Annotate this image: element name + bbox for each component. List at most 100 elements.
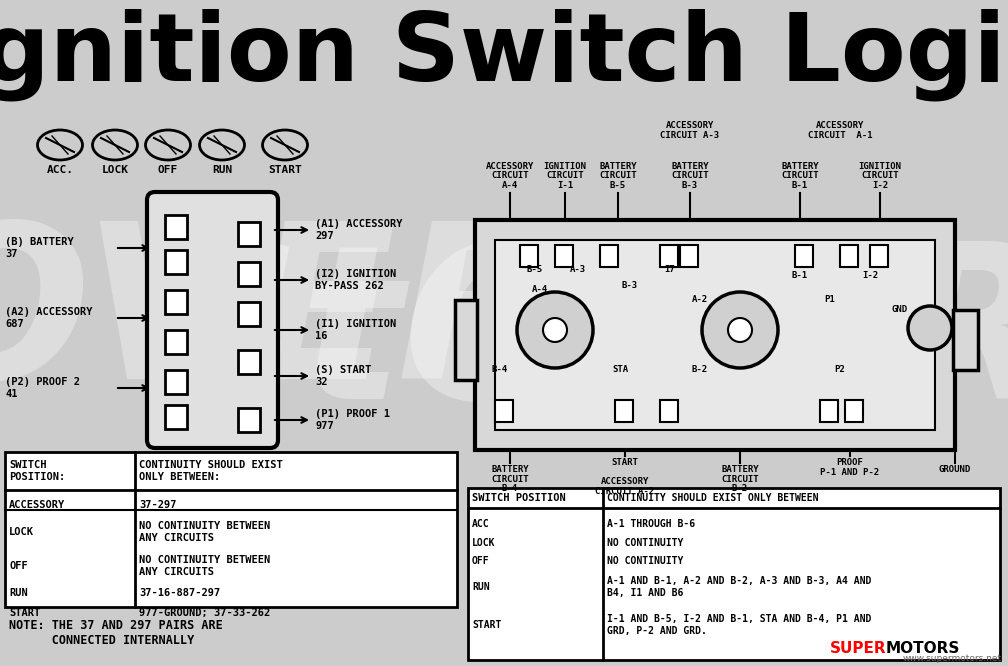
Text: CONTINUITY SHOULD EXIST
ONLY BETWEEN:: CONTINUITY SHOULD EXIST ONLY BETWEEN: xyxy=(139,460,283,482)
Text: BATTERY
CIRCUIT
B-3: BATTERY CIRCUIT B-3 xyxy=(671,162,709,190)
Bar xyxy=(495,240,935,430)
Text: CONTINUITY SHOULD EXIST ONLY BETWEEN: CONTINUITY SHOULD EXIST ONLY BETWEEN xyxy=(607,493,818,503)
Bar xyxy=(495,400,513,422)
Bar xyxy=(840,245,858,267)
Text: A-1 AND B-1, A-2 AND B-2, A-3 AND B-3, A4 AND
B4, I1 AND B6: A-1 AND B-1, A-2 AND B-2, A-3 AND B-3, A… xyxy=(607,576,871,598)
Bar xyxy=(238,222,260,246)
Bar xyxy=(165,290,187,314)
Text: BATTERY
CIRCUIT
B-5: BATTERY CIRCUIT B-5 xyxy=(599,162,637,190)
Text: MOTORS: MOTORS xyxy=(886,641,961,656)
Bar xyxy=(660,245,678,267)
Text: OFF: OFF xyxy=(158,165,178,175)
Text: BATTERY
CIRCUIT
B-4: BATTERY CIRCUIT B-4 xyxy=(491,465,529,494)
Bar xyxy=(238,262,260,286)
Bar xyxy=(165,250,187,274)
Text: PROOF
P-1 AND P-2: PROOF P-1 AND P-2 xyxy=(821,458,880,477)
Text: START: START xyxy=(472,620,501,630)
Bar xyxy=(615,400,633,422)
Circle shape xyxy=(728,318,752,342)
Bar xyxy=(468,488,1000,660)
Text: RUN: RUN xyxy=(212,165,232,175)
Bar xyxy=(680,245,698,267)
Text: www.supermotors.net: www.supermotors.net xyxy=(903,654,1002,663)
Text: RUN: RUN xyxy=(9,588,28,598)
Text: SWITCH
POSITION:: SWITCH POSITION: xyxy=(9,460,66,482)
Text: START: START xyxy=(268,165,301,175)
Text: (I1) IGNITION
16: (I1) IGNITION 16 xyxy=(314,319,396,341)
Text: I-1 AND B-5, I-2 AND B-1, STA AND B-4, P1 AND
GRD, P-2 AND GRD.: I-1 AND B-5, I-2 AND B-1, STA AND B-4, P… xyxy=(607,614,871,636)
Text: A-3: A-3 xyxy=(570,266,586,274)
Text: B-1: B-1 xyxy=(792,270,808,280)
Bar xyxy=(165,215,187,239)
Text: NO CONTINUITY BETWEEN
ANY CIRCUITS: NO CONTINUITY BETWEEN ANY CIRCUITS xyxy=(139,555,270,577)
Bar xyxy=(660,400,678,422)
Bar xyxy=(953,310,978,370)
Circle shape xyxy=(517,292,593,368)
Text: NOTE: THE 37 AND 297 PAIRS ARE
      CONNECTED INTERNALLY: NOTE: THE 37 AND 297 PAIRS ARE CONNECTED… xyxy=(9,619,223,647)
Text: OFF: OFF xyxy=(472,555,490,565)
Text: P1: P1 xyxy=(825,296,836,304)
Text: LOCK: LOCK xyxy=(9,527,34,537)
Text: (B) BATTERY
37: (B) BATTERY 37 xyxy=(5,237,74,259)
Bar xyxy=(455,300,477,380)
Bar xyxy=(238,302,260,326)
Text: ACCESSORY
CIRCUIT A-3: ACCESSORY CIRCUIT A-3 xyxy=(660,121,720,140)
Text: B-2: B-2 xyxy=(691,366,708,374)
Text: ACCESSORY
CIRCUIT  A-1: ACCESSORY CIRCUIT A-1 xyxy=(807,121,872,140)
Bar xyxy=(5,452,457,607)
Text: B-5: B-5 xyxy=(527,266,543,274)
Text: 37-297: 37-297 xyxy=(139,500,176,510)
Text: (P1) PROOF 1
977: (P1) PROOF 1 977 xyxy=(314,409,390,431)
Text: (S) START
32: (S) START 32 xyxy=(314,365,371,387)
Bar xyxy=(520,245,538,267)
Text: ACCESSORY: ACCESSORY xyxy=(9,500,66,510)
Text: LOCK: LOCK xyxy=(102,165,128,175)
Text: ACC.: ACC. xyxy=(46,165,74,175)
Text: A-4: A-4 xyxy=(532,286,548,294)
Text: BATTERY
CIRCUIT
B-2: BATTERY CIRCUIT B-2 xyxy=(721,465,759,494)
Circle shape xyxy=(543,318,566,342)
Text: (P2) PROOF 2
41: (P2) PROOF 2 41 xyxy=(5,377,80,399)
Circle shape xyxy=(908,306,952,350)
Text: NO CONTINUITY: NO CONTINUITY xyxy=(607,555,683,565)
Text: GND: GND xyxy=(892,306,908,314)
Text: StOVERS: StOVERS xyxy=(0,216,719,424)
Text: I7: I7 xyxy=(664,266,675,274)
Text: A-1 THROUGH B-6: A-1 THROUGH B-6 xyxy=(607,519,696,529)
Text: A-2: A-2 xyxy=(691,296,708,304)
Text: Ignition Switch Logic: Ignition Switch Logic xyxy=(0,9,1008,101)
Text: ACCESSORY
CIRCUIT
A-4: ACCESSORY CIRCUIT A-4 xyxy=(486,162,534,190)
Text: NO CONTINUITY BETWEEN
ANY CIRCUITS: NO CONTINUITY BETWEEN ANY CIRCUITS xyxy=(139,521,270,543)
Bar xyxy=(238,350,260,374)
Text: START

ACCESSORY
CIRCUIT A-2: START ACCESSORY CIRCUIT A-2 xyxy=(596,458,654,496)
Text: (A1) ACCESSORY
297: (A1) ACCESSORY 297 xyxy=(314,219,402,241)
Bar xyxy=(165,370,187,394)
Text: 37-16-887-297: 37-16-887-297 xyxy=(139,588,221,598)
Bar xyxy=(820,400,838,422)
Text: ACC: ACC xyxy=(472,519,490,529)
Text: B-3: B-3 xyxy=(622,280,638,290)
Bar xyxy=(870,245,888,267)
Text: BATTERY
CIRCUIT
B-1: BATTERY CIRCUIT B-1 xyxy=(781,162,818,190)
Text: StOVERS: StOVERS xyxy=(146,236,1008,444)
FancyBboxPatch shape xyxy=(147,192,278,448)
Text: SUPER: SUPER xyxy=(830,641,887,656)
Bar xyxy=(600,245,618,267)
Bar xyxy=(165,330,187,354)
Bar xyxy=(795,245,813,267)
Bar xyxy=(238,408,260,432)
Text: SWITCH POSITION: SWITCH POSITION xyxy=(472,493,565,503)
Bar xyxy=(555,245,573,267)
Text: P2: P2 xyxy=(835,366,846,374)
Text: I-2: I-2 xyxy=(862,270,878,280)
Bar xyxy=(845,400,863,422)
Text: (A2) ACCESSORY
687: (A2) ACCESSORY 687 xyxy=(5,307,93,329)
Text: (I2) IGNITION
BY-PASS 262: (I2) IGNITION BY-PASS 262 xyxy=(314,269,396,291)
Circle shape xyxy=(702,292,778,368)
Text: 977-GROUND; 37-33-262: 977-GROUND; 37-33-262 xyxy=(139,608,270,618)
Text: RUN: RUN xyxy=(472,582,490,592)
Text: NO CONTINUITY: NO CONTINUITY xyxy=(607,537,683,547)
Text: IGNITION
CIRCUIT
I-2: IGNITION CIRCUIT I-2 xyxy=(859,162,901,190)
Text: GROUND: GROUND xyxy=(938,465,971,474)
Bar xyxy=(475,220,955,450)
